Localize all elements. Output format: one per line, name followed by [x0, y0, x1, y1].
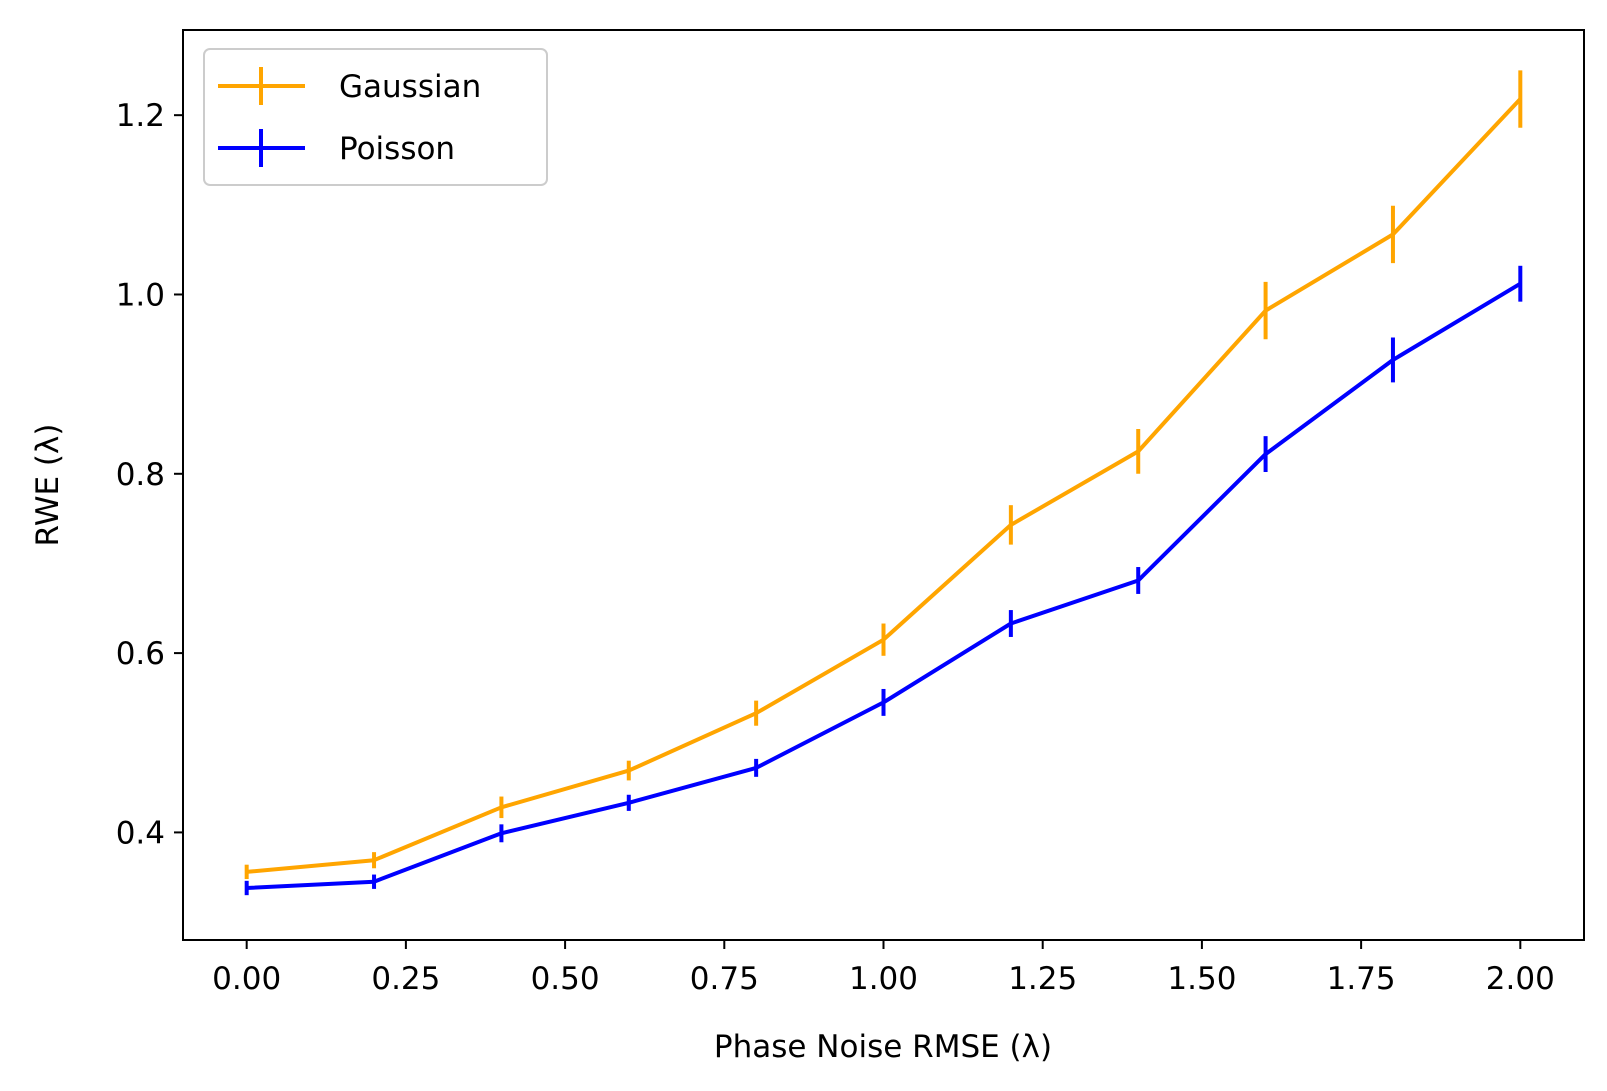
y-axis-label: RWE (λ) [30, 424, 66, 547]
y-tick-label: 0.8 [116, 457, 165, 493]
x-axis-label: Phase Noise RMSE (λ) [714, 1029, 1052, 1065]
y-tick-label: 1.2 [116, 98, 165, 134]
x-tick-label: 1.00 [849, 961, 918, 997]
legend-label-poisson: Poisson [339, 131, 455, 167]
series-layer [244, 70, 1523, 896]
x-tick-label: 0.50 [531, 961, 600, 997]
legend-label-gaussian: Gaussian [339, 69, 481, 105]
legend: Gaussian Poisson [203, 48, 548, 186]
x-tick-label: 0.00 [212, 961, 281, 997]
legend-box [203, 48, 548, 186]
y-axis: 0.4 0.6 0.8 1.0 1.2 [116, 98, 183, 851]
y-tick-label: 0.4 [116, 815, 165, 851]
y-tick-label: 0.6 [116, 636, 165, 672]
x-tick-label: 2.00 [1486, 961, 1555, 997]
x-tick-label: 1.25 [1008, 961, 1077, 997]
x-tick-label: 0.25 [371, 961, 440, 997]
x-tick-label: 1.75 [1327, 961, 1396, 997]
x-axis: 0.00 0.25 0.50 0.75 1.00 1.25 1.50 1.75 2.00 [212, 940, 1555, 997]
x-tick-label: 0.75 [690, 961, 759, 997]
x-tick-label: 1.50 [1167, 961, 1236, 997]
y-tick-label: 1.0 [116, 277, 165, 313]
